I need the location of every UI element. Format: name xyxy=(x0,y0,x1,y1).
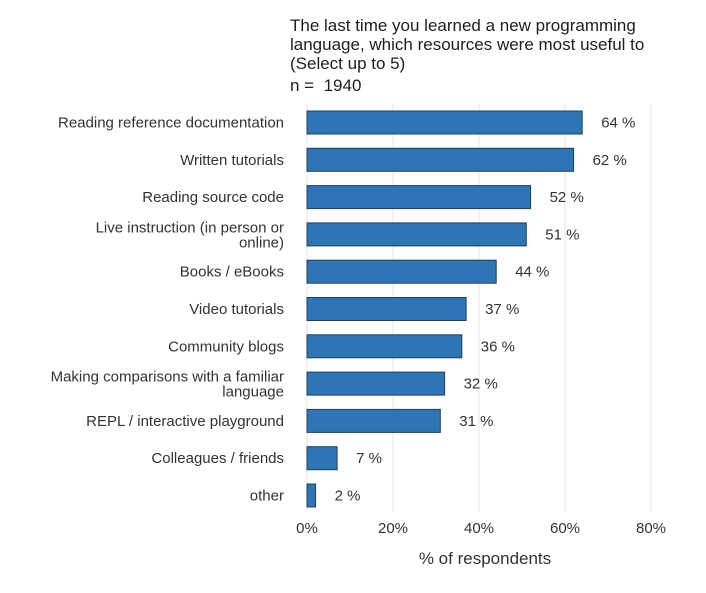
bar-value-label: 2 % xyxy=(335,488,361,505)
category-label: Community blogs xyxy=(168,338,284,355)
bar-value-label: 44 % xyxy=(515,264,549,281)
category-label: REPL / interactive playground xyxy=(86,413,284,430)
category-label: Written tutorials xyxy=(180,152,284,169)
sample-size-value: 1940 xyxy=(323,76,362,95)
bar xyxy=(306,371,446,396)
bar xyxy=(306,259,497,284)
bar xyxy=(306,110,583,135)
x-axis-label: % of respondents xyxy=(419,549,551,568)
bar xyxy=(306,185,532,210)
title-line-2: language, which resources were most usef… xyxy=(290,35,645,54)
bar-value-label: 37 % xyxy=(485,301,519,318)
sample-size-prefix: n = xyxy=(290,76,319,95)
category-label: Video tutorials xyxy=(189,301,284,318)
bar xyxy=(306,297,467,321)
category-label: Books / eBooks xyxy=(180,264,284,281)
x-tick-label: 40% xyxy=(464,520,494,537)
category-label: Reading reference documentation xyxy=(58,115,284,132)
category-label-line: language xyxy=(222,384,284,401)
bar xyxy=(306,446,338,471)
title-line-1: The last time you learned a new programm… xyxy=(290,16,636,35)
bar xyxy=(306,222,527,247)
x-tick-label: 20% xyxy=(378,520,408,537)
x-tick-label: 0% xyxy=(296,520,318,537)
x-tick-label: 80% xyxy=(636,520,666,537)
category-label: other xyxy=(250,488,284,505)
bar-value-label: 31 % xyxy=(459,413,493,430)
category-label: Making comparisons with a familiar langua… xyxy=(51,369,284,401)
category-label-line: Live instruction (in person or xyxy=(96,219,284,236)
bar xyxy=(306,334,463,359)
bar-value-label: 36 % xyxy=(481,338,515,355)
bar-value-label: 64 % xyxy=(601,115,635,132)
sample-size: n = 1940 xyxy=(290,76,361,96)
category-label-line: Making comparisons with a familiar xyxy=(51,369,284,386)
category-label: Live instruction (in person or online) xyxy=(96,219,284,251)
bar-value-label: 62 % xyxy=(593,152,627,169)
x-tick-label: 60% xyxy=(550,520,580,537)
category-label-line: online) xyxy=(239,234,284,251)
bar xyxy=(306,483,317,508)
bar xyxy=(306,147,575,172)
category-label: Colleagues / friends xyxy=(151,450,284,467)
bar-value-label: 52 % xyxy=(550,189,584,206)
chart-title: The last time you learned a new programm… xyxy=(290,16,700,73)
category-label: Reading source code xyxy=(142,189,284,206)
bar-value-label: 7 % xyxy=(356,450,382,467)
bar xyxy=(306,408,441,433)
bar-value-label: 32 % xyxy=(464,376,498,393)
title-line-3: (Select up to 5) xyxy=(290,54,406,73)
bar-value-label: 51 % xyxy=(545,226,579,243)
